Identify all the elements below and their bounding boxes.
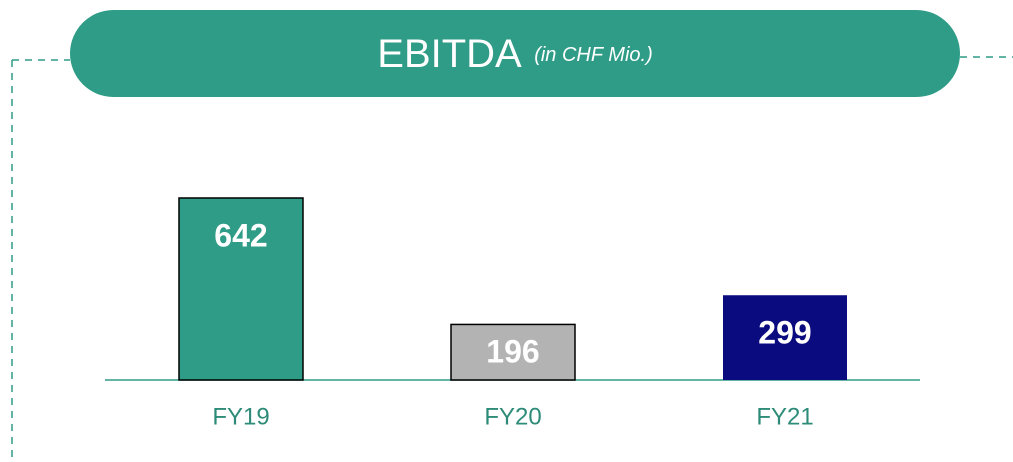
bar — [723, 295, 847, 380]
x-tick-label: FY20 — [484, 403, 541, 430]
chart-subtitle: (in CHF Mio.) — [534, 44, 653, 66]
title-banner — [70, 10, 960, 97]
value-label: 196 — [486, 334, 539, 370]
bar — [450, 323, 576, 381]
value-label: 299 — [758, 315, 811, 351]
bar — [178, 197, 304, 381]
x-tick-label: FY21 — [756, 403, 813, 430]
value-label: 642 — [214, 217, 267, 253]
chart-heading: EBITDA (in CHF Mio.) — [377, 32, 652, 76]
frame-dashes — [11, 56, 1013, 462]
chart-title: EBITDA — [377, 32, 522, 76]
x-tick-label: FY19 — [212, 403, 269, 430]
